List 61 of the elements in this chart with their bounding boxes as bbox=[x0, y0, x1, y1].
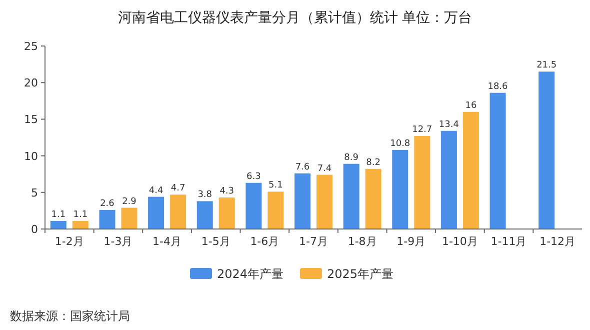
data-label: 7.6 bbox=[295, 162, 310, 172]
bar bbox=[50, 220, 66, 229]
bar bbox=[343, 164, 360, 229]
x-tick-label: 1-10月 bbox=[442, 235, 478, 248]
y-tick-label: 25 bbox=[24, 40, 38, 53]
data-label: 13.4 bbox=[438, 120, 460, 130]
bar bbox=[99, 210, 116, 229]
data-label: 2.9 bbox=[122, 196, 137, 207]
data-label: 21.5 bbox=[536, 60, 557, 71]
data-label: 6.3 bbox=[246, 172, 261, 182]
x-tick-label: 1-8月 bbox=[348, 235, 377, 248]
data-label: 7.4 bbox=[317, 164, 332, 174]
data-label: 12.7 bbox=[412, 125, 432, 136]
data-label: 18.6 bbox=[488, 82, 508, 92]
bar bbox=[72, 220, 88, 229]
data-label: 1.1 bbox=[73, 210, 88, 220]
bar bbox=[316, 174, 332, 229]
data-label: 1.1 bbox=[51, 210, 66, 220]
bar bbox=[148, 196, 164, 229]
bar bbox=[365, 168, 382, 229]
y-tick-label: 10 bbox=[24, 150, 38, 163]
data-label: 16 bbox=[465, 100, 477, 111]
chart-title: 河南省电工仪器仪表产量分月（累计值）统计 单位：万台 bbox=[118, 10, 472, 26]
x-tick-label: 1-2月 bbox=[54, 235, 84, 248]
data-label: 5.1 bbox=[268, 180, 283, 191]
source-note: 数据来源：国家统计局 bbox=[10, 309, 130, 323]
x-tick-label: 1-7月 bbox=[299, 235, 328, 248]
data-label: 4.4 bbox=[148, 186, 164, 196]
x-tick-label: 1-9月 bbox=[396, 235, 426, 248]
x-tick-label: 1-5月 bbox=[201, 235, 230, 248]
y-tick-label: 0 bbox=[31, 223, 38, 236]
x-tick-label: 1-4月 bbox=[152, 235, 182, 248]
y-tick-label: 20 bbox=[24, 76, 38, 90]
y-tick-label: 15 bbox=[24, 113, 38, 126]
bar bbox=[170, 194, 186, 229]
data-label: 2.6 bbox=[100, 198, 115, 209]
x-tick-label: 1-6月 bbox=[250, 235, 280, 248]
x-tick-label: 1-12月 bbox=[540, 235, 576, 248]
bar bbox=[294, 173, 310, 229]
bar bbox=[246, 182, 262, 229]
bar bbox=[414, 136, 430, 229]
bar bbox=[268, 192, 284, 229]
data-label: 10.8 bbox=[390, 138, 410, 149]
bar bbox=[196, 201, 213, 229]
legend-label: 2025年产量 bbox=[327, 267, 394, 281]
data-label: 3.8 bbox=[198, 190, 212, 200]
data-label: 4.7 bbox=[170, 184, 186, 194]
data-label: 8.9 bbox=[344, 152, 359, 163]
bar bbox=[462, 112, 479, 229]
bar bbox=[121, 208, 138, 229]
data-label: 4.3 bbox=[220, 186, 234, 197]
data-label: 8.2 bbox=[366, 158, 380, 168]
bar bbox=[218, 198, 235, 229]
x-tick-label: 1-11月 bbox=[490, 235, 527, 248]
bar bbox=[490, 92, 506, 229]
y-tick-label: 5 bbox=[31, 186, 38, 200]
x-tick-label: 1-3月 bbox=[104, 235, 133, 248]
bar bbox=[392, 150, 408, 229]
bar bbox=[440, 130, 457, 229]
bar bbox=[538, 72, 555, 229]
legend-label: 2024年产量 bbox=[217, 267, 284, 281]
